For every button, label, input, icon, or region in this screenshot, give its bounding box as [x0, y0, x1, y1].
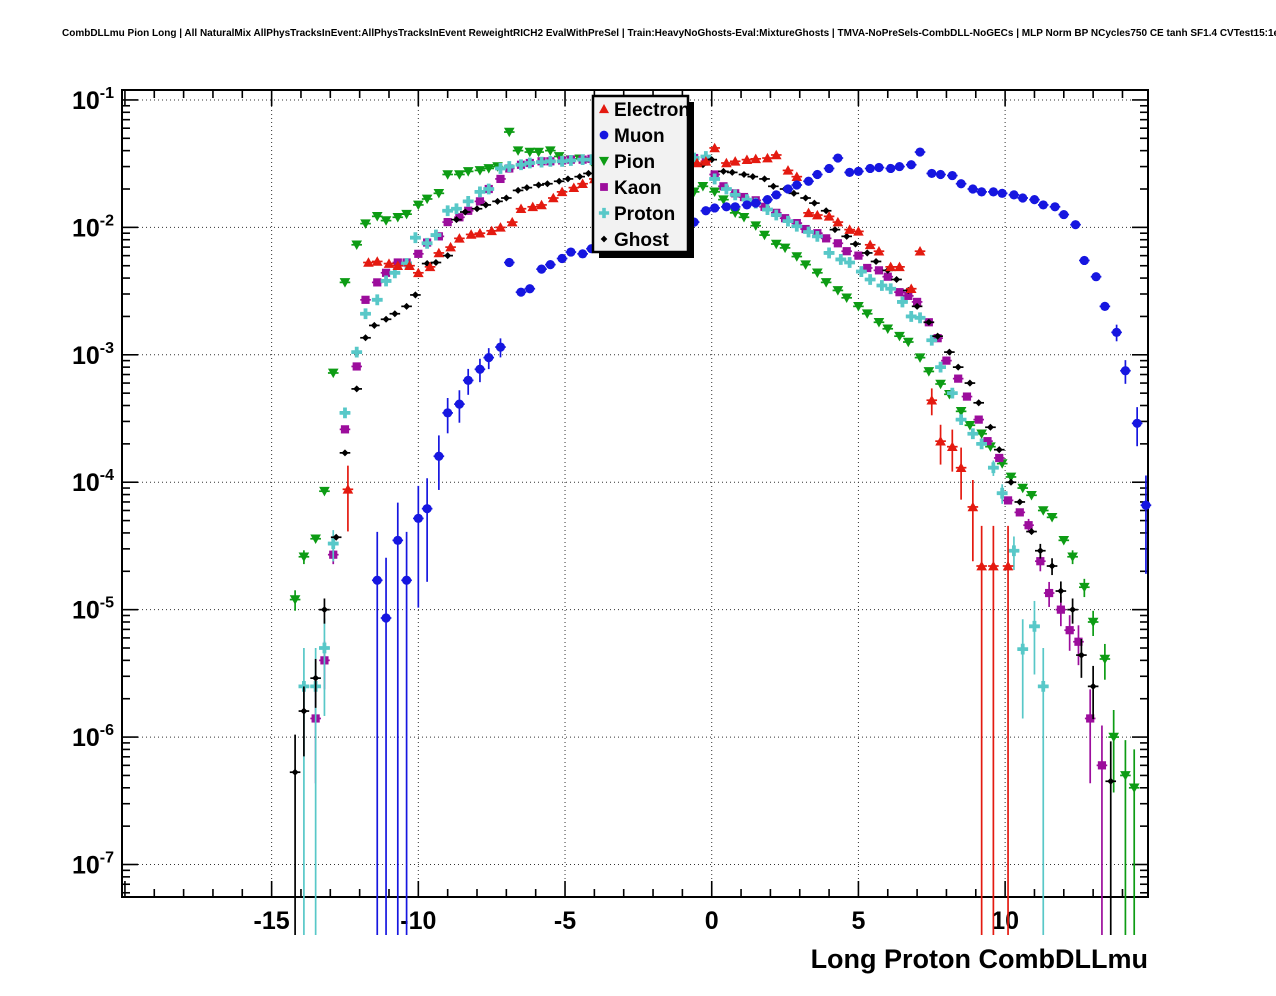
legend-item-electron: Electron [598, 100, 690, 121]
series-electron [342, 142, 1014, 935]
series-pion [289, 127, 1140, 935]
x-tick-label: 5 [851, 907, 865, 935]
y-tick-label: 10-2 [72, 212, 114, 242]
legend-item-proton: Proton [598, 204, 675, 225]
y-tick-label: 10-5 [72, 595, 114, 625]
x-tick-label: -5 [554, 907, 576, 935]
x-tick-label: -15 [254, 907, 290, 935]
legend-label: Proton [614, 204, 675, 225]
y-tick-label: 10-7 [72, 850, 114, 880]
x-tick-label: -10 [400, 907, 436, 935]
legend-label: Kaon [614, 178, 662, 199]
legend: Electron Muon Pion Kaon Proton Ghost [591, 94, 694, 258]
y-tick-label: 10-6 [72, 722, 114, 752]
x-axis-tick-labels: -15 -10 -5 0 5 10 [254, 907, 1019, 935]
x-tick-label: 0 [705, 907, 719, 935]
series-muon [371, 147, 1152, 935]
legend-item-muon: Muon [599, 126, 665, 147]
legend-label: Electron [614, 100, 690, 121]
y-tick-label: 10-4 [72, 467, 114, 497]
x-axis-title: Long Proton CombDLLmu [811, 944, 1148, 974]
y-tick-label: 10-1 [72, 85, 114, 115]
y-axis-tick-labels: 10-1 10-2 10-3 10-4 10-5 10-6 10-7 [72, 85, 114, 880]
legend-item-kaon: Kaon [600, 178, 662, 199]
plot-title: CombDLLmu Pion Long | All NaturalMix All… [62, 28, 1276, 39]
x-tick-label: 10 [991, 907, 1019, 935]
legend-label: Ghost [614, 230, 670, 251]
y-tick-label: 10-3 [72, 340, 114, 370]
legend-item-pion: Pion [598, 152, 655, 173]
legend-box [591, 94, 690, 254]
plot-frame [121, 89, 1149, 898]
legend-label: Muon [614, 126, 665, 147]
legend-item-ghost: Ghost [600, 230, 670, 251]
legend-label: Pion [614, 152, 655, 173]
